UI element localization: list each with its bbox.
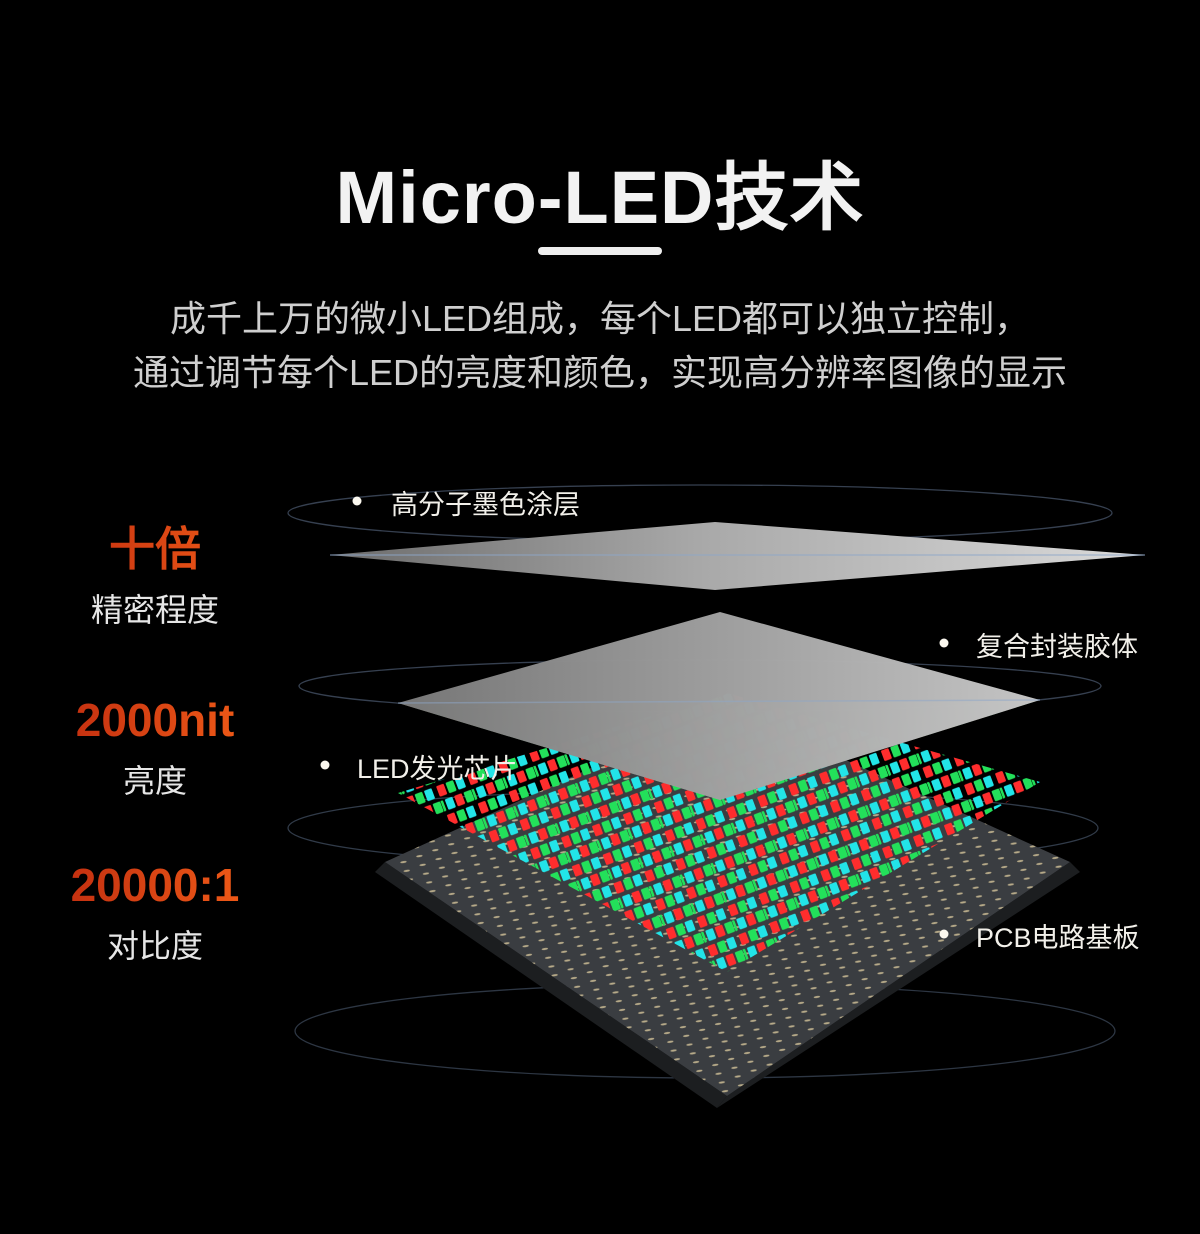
svg-text:复合封装胶体: 复合封装胶体 — [976, 632, 1138, 662]
svg-text:PCB电路基板: PCB电路基板 — [976, 923, 1140, 953]
svg-text:LED发光芯片: LED发光芯片 — [357, 754, 518, 784]
svg-text:高分子墨色涂层: 高分子墨色涂层 — [391, 490, 580, 520]
